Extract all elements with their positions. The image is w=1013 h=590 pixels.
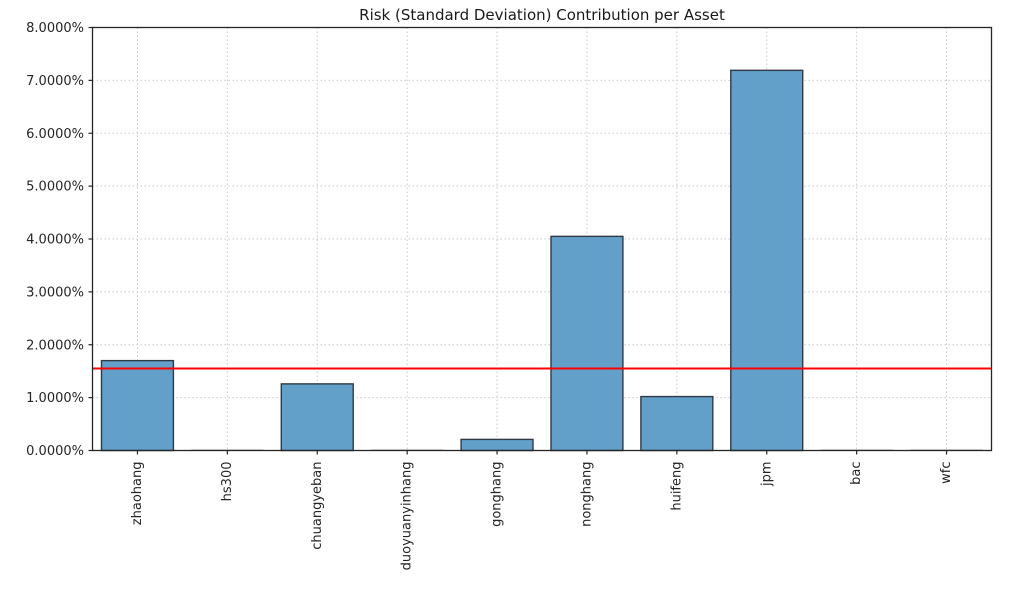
bar-gonghang (460, 438, 534, 452)
x-tick-label-bac: bac (849, 462, 864, 485)
x-tick-label-chuangyeban: chuangyeban (310, 462, 325, 550)
x-tick-label-nonghang: nonghang (579, 462, 594, 527)
bar-huifeng (640, 395, 714, 452)
x-tick-label-gonghang: gonghang (490, 462, 505, 527)
y-tick-label: 8.0000% (26, 21, 84, 36)
bar-zhaohang (100, 359, 175, 452)
y-tick-label: 4.0000% (26, 233, 84, 248)
y-tick-label: 2.0000% (26, 338, 84, 353)
x-tick-label-duoyuanyinhang: duoyuanyinhang (400, 462, 415, 571)
x-tick-label-zhaohang: zhaohang (130, 462, 145, 526)
y-tick-label: 3.0000% (26, 285, 84, 300)
x-tick-label-huifeng: huifeng (669, 462, 684, 511)
y-tick-label: 6.0000% (26, 127, 84, 142)
chart-title: Risk (Standard Deviation) Contribution p… (359, 6, 725, 24)
y-tick-label: 0.0000% (26, 444, 84, 459)
x-tick-label-jpm: jpm (759, 462, 774, 488)
y-tick-label: 7.0000% (26, 74, 84, 89)
y-tick-label: 5.0000% (26, 180, 84, 195)
bar-chuangyeban (280, 383, 354, 452)
bar-nonghang (550, 235, 624, 452)
x-tick-label-hs300: hs300 (220, 462, 235, 502)
bar-jpm (730, 69, 804, 452)
y-tick-label: 1.0000% (26, 391, 84, 406)
x-tick-label-wfc: wfc (939, 462, 954, 484)
